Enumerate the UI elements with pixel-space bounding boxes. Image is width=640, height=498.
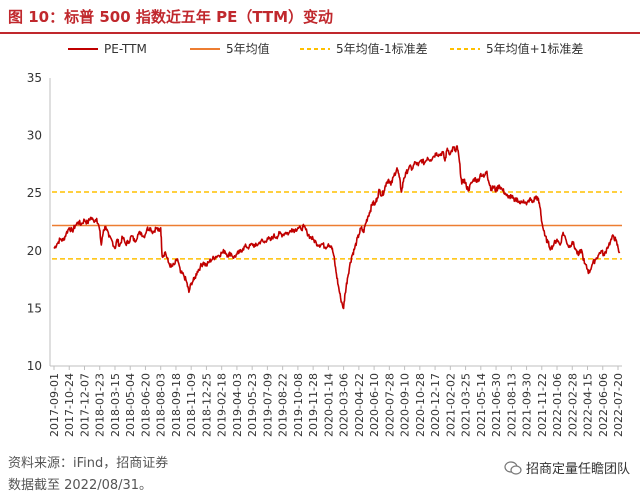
x-tick-label: 2022-02-28 xyxy=(566,373,579,437)
x-tick-label: 2019-08-22 xyxy=(277,373,290,437)
x-tick-label: 2021-05-14 xyxy=(475,373,488,437)
y-tick-label: 15 xyxy=(27,301,42,315)
x-tick-label: 2017-10-24 xyxy=(63,373,76,437)
x-tick-label: 2021-09-30 xyxy=(521,373,534,437)
y-axis: 10 15 20 25 30 35 xyxy=(27,71,51,373)
x-tick-label: 2018-03-15 xyxy=(109,373,122,437)
y-tick-label: 30 xyxy=(27,129,42,143)
x-tick-label: 2019-07-09 xyxy=(261,373,274,437)
y-tick-label: 25 xyxy=(27,186,42,200)
x-tick-label: 2021-06-30 xyxy=(490,373,503,437)
x-tick-label: 2021-11-22 xyxy=(536,373,549,437)
pe-line-chart: PE-TTM 5年均值 5年均值-1标准差 5年均值+1标准差 10 15 20 25… xyxy=(27,41,625,437)
x-tick-label: 2022-01-06 xyxy=(551,373,564,437)
y-tick-label: 10 xyxy=(27,359,42,373)
x-tick-label: 2018-08-03 xyxy=(155,373,168,437)
watermark-text: 招商定量任瞻团队 xyxy=(525,462,630,477)
x-tick-label: 2019-02-18 xyxy=(216,373,229,437)
x-tick-label: 2020-04-22 xyxy=(353,373,366,437)
x-tick-label: 2018-12-25 xyxy=(200,373,213,437)
x-tick-label: 2021-02-02 xyxy=(444,373,457,437)
x-tick-label: 2022-06-06 xyxy=(597,373,610,437)
x-tick-label: 2017-12-07 xyxy=(78,373,91,437)
x-tick-label: 2018-09-18 xyxy=(170,373,183,437)
y-tick-label: 20 xyxy=(27,244,42,258)
x-tick-label: 2022-07-20 xyxy=(612,373,625,437)
x-tick-label: 2018-05-04 xyxy=(124,373,137,437)
x-tick-label: 2019-11-28 xyxy=(307,373,320,437)
x-tick-label: 2019-05-23 xyxy=(246,373,259,437)
x-tick-label: 2020-09-10 xyxy=(399,373,412,437)
figure-title: 图 10：标普 500 指数近五年 PE（TTM）变动 xyxy=(8,8,334,26)
x-axis: 2017-09-01 2017-10-24 2017-12-07 2018-01-23… xyxy=(48,365,625,437)
x-tick-label: 2020-07-28 xyxy=(383,373,396,437)
x-tick-label: 2020-01-14 xyxy=(322,373,335,437)
legend-label-pe-ttm: PE-TTM xyxy=(104,42,147,56)
watermark: 招商定量任瞻团队 xyxy=(504,458,630,477)
x-tick-label: 2019-04-03 xyxy=(231,373,244,437)
x-tick-label: 2020-06-10 xyxy=(368,373,381,437)
x-tick-label: 2018-01-23 xyxy=(94,373,107,437)
legend-label-mean-plus-1sd: 5年均值+1标准差 xyxy=(486,41,583,56)
date-note: 数据截至 2022/08/31。 xyxy=(8,478,153,493)
x-tick-label: 2020-10-28 xyxy=(414,373,427,437)
title-rule xyxy=(0,32,640,34)
x-tick-label: 2021-03-25 xyxy=(460,373,473,437)
x-tick-label: 2018-11-09 xyxy=(185,373,198,437)
x-tick-label: 2017-09-01 xyxy=(48,373,61,437)
x-tick-label: 2020-03-06 xyxy=(338,373,351,437)
series-layer xyxy=(53,145,621,310)
x-tick-label: 2021-08-13 xyxy=(505,373,518,437)
chart-legend: PE-TTM 5年均值 5年均值-1标准差 5年均值+1标准差 xyxy=(68,41,583,56)
source-note: 资料来源：iFind，招商证券 xyxy=(8,456,169,471)
wechat-icon xyxy=(504,460,522,475)
x-tick-label: 2020-12-17 xyxy=(429,373,442,437)
legend-label-mean-minus-1sd: 5年均值-1标准差 xyxy=(336,41,428,56)
reference-lines xyxy=(52,191,622,260)
legend-label-5yr-mean: 5年均值 xyxy=(226,41,270,56)
y-tick-label: 35 xyxy=(27,71,42,85)
x-tick-label: 2019-10-08 xyxy=(292,373,305,437)
x-tick-label: 2022-04-15 xyxy=(582,373,595,437)
series-pe-ttm-line xyxy=(53,145,621,310)
x-tick-label: 2018-06-20 xyxy=(139,373,152,437)
